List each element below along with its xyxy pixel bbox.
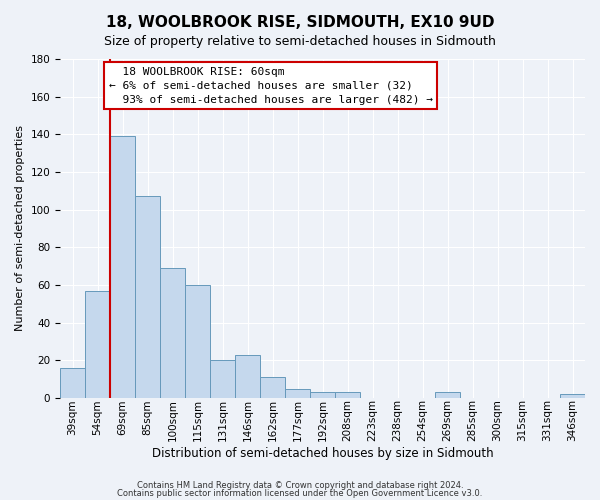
X-axis label: Distribution of semi-detached houses by size in Sidmouth: Distribution of semi-detached houses by … <box>152 447 493 460</box>
Bar <box>135 196 160 398</box>
Bar <box>60 368 85 398</box>
Bar <box>185 285 210 398</box>
Bar <box>285 388 310 398</box>
Text: Contains public sector information licensed under the Open Government Licence v3: Contains public sector information licen… <box>118 488 482 498</box>
Bar <box>260 377 285 398</box>
Bar <box>310 392 335 398</box>
Bar <box>160 268 185 398</box>
Bar <box>235 354 260 398</box>
Text: Contains HM Land Registry data © Crown copyright and database right 2024.: Contains HM Land Registry data © Crown c… <box>137 481 463 490</box>
Text: Size of property relative to semi-detached houses in Sidmouth: Size of property relative to semi-detach… <box>104 35 496 48</box>
Text: 18, WOOLBROOK RISE, SIDMOUTH, EX10 9UD: 18, WOOLBROOK RISE, SIDMOUTH, EX10 9UD <box>106 15 494 30</box>
Bar <box>335 392 360 398</box>
Bar <box>85 290 110 398</box>
Bar <box>560 394 585 398</box>
Bar <box>110 136 135 398</box>
Bar <box>210 360 235 398</box>
Text: 18 WOOLBROOK RISE: 60sqm
← 6% of semi-detached houses are smaller (32)
  93% of : 18 WOOLBROOK RISE: 60sqm ← 6% of semi-de… <box>109 66 433 104</box>
Bar <box>435 392 460 398</box>
Y-axis label: Number of semi-detached properties: Number of semi-detached properties <box>15 126 25 332</box>
